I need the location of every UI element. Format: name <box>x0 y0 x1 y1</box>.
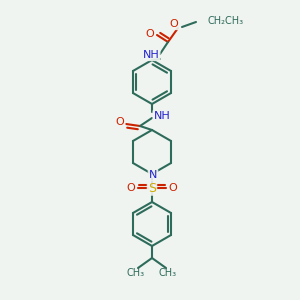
Text: CH₃: CH₃ <box>127 268 145 278</box>
Text: O: O <box>169 183 177 193</box>
Text: NH: NH <box>154 111 170 121</box>
Text: O: O <box>127 183 135 193</box>
Text: O: O <box>116 117 124 127</box>
Text: N: N <box>149 170 157 180</box>
Text: NH: NH <box>142 50 159 60</box>
Text: S: S <box>148 182 156 194</box>
Text: CH₃: CH₃ <box>159 268 177 278</box>
Text: O: O <box>169 19 178 29</box>
Text: CH₂CH₃: CH₂CH₃ <box>208 16 244 26</box>
Text: O: O <box>146 29 154 39</box>
